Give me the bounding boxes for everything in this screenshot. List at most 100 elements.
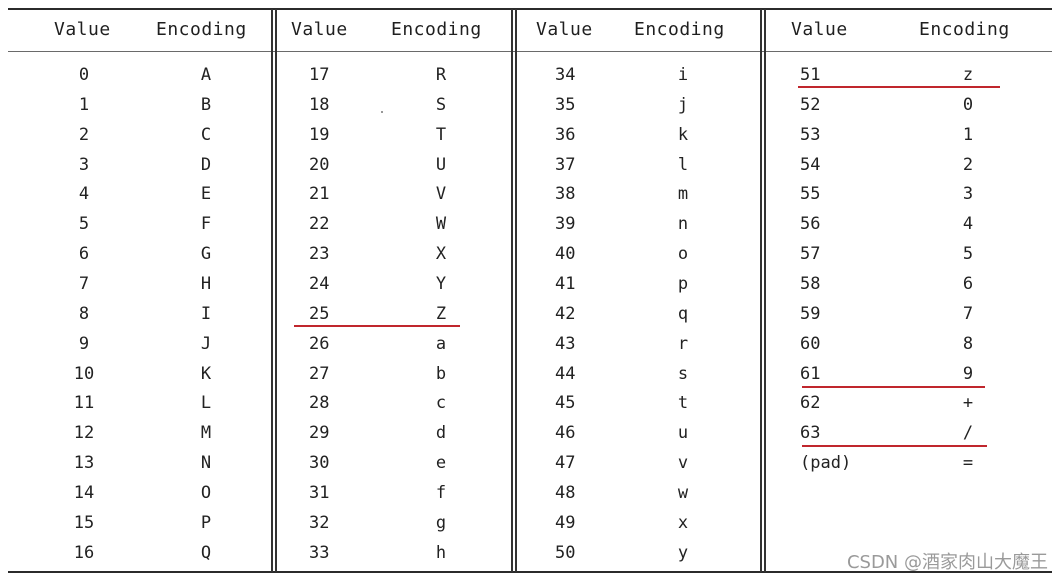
table-row: 50 y: [517, 543, 760, 563]
value-cell: 45: [555, 393, 576, 414]
value-cell: 19: [309, 124, 330, 145]
encoding-cell: T: [435, 124, 447, 145]
value-cell: 33: [309, 542, 330, 563]
value-cell: 17: [309, 65, 330, 85]
value-cell: 41: [555, 274, 576, 294]
table-row: 25 Z: [277, 304, 511, 324]
value-cell: 63: [800, 423, 821, 444]
encoding-cell: l: [677, 154, 689, 175]
encoding-column-header: Encoding: [634, 19, 725, 40]
table-row: 45 t: [517, 393, 760, 413]
value-cell: 56: [800, 214, 821, 235]
encoding-cell: v: [677, 453, 689, 474]
encoding-cell: E: [200, 184, 212, 205]
encoding-cell: =: [962, 453, 974, 474]
table-row: 44 s: [517, 364, 760, 384]
encoding-cell: U: [435, 154, 447, 175]
value-cell: 42: [555, 303, 576, 324]
table-row: 18 S: [277, 95, 511, 115]
value-cell: 47: [555, 453, 576, 474]
value-cell: 31: [309, 482, 330, 503]
table-row: 48 w: [517, 483, 760, 503]
encoding-cell: q: [677, 303, 689, 324]
table-row: 41 p: [517, 274, 760, 294]
value-cell: 59: [800, 303, 821, 324]
table-row: 19 T: [277, 125, 511, 145]
encoding-cell: A: [200, 65, 212, 85]
encoding-cell: +: [962, 393, 974, 414]
encoding-cell: L: [200, 393, 212, 414]
value-cell: 60: [800, 333, 821, 354]
value-cell: 50: [555, 542, 576, 563]
encoding-cell: t: [677, 393, 689, 414]
value-cell: 24: [309, 274, 330, 294]
encoding-cell: r: [677, 333, 689, 354]
value-cell: 7: [78, 274, 90, 294]
encoding-cell: z: [962, 65, 974, 85]
value-cell: 27: [309, 363, 330, 384]
value-cell: 44: [555, 363, 576, 384]
table-row: 39 n: [517, 214, 760, 234]
encoding-cell: D: [200, 154, 212, 175]
encoding-column-header: Encoding: [391, 19, 482, 40]
encoding-cell: g: [435, 512, 447, 533]
encoding-cell: N: [200, 453, 212, 474]
value-cell: 40: [555, 244, 576, 265]
encoding-cell: e: [435, 453, 447, 474]
value-cell: 23: [309, 244, 330, 265]
value-cell: 20: [309, 154, 330, 175]
value-cell: 46: [555, 423, 576, 444]
table-bottom-rule: [8, 571, 1052, 573]
value-cell: 61: [800, 363, 821, 384]
value-cell: 32: [309, 512, 330, 533]
table-group-2: Value Encoding 17 R 18 S 19 T 20 U 21 V 22 W 23 X 24 Y 2…: [277, 10, 511, 571]
table-row: 10 K: [8, 364, 271, 384]
table-row: 23 X: [277, 244, 511, 264]
encoding-cell: k: [677, 124, 689, 145]
table-row: 54 2: [766, 155, 1052, 175]
table-row: 12 M: [8, 423, 271, 443]
lowercase-end-underline: [798, 86, 1000, 88]
value-cell: 39: [555, 214, 576, 235]
value-cell: 35: [555, 94, 576, 115]
encoding-cell: X: [435, 244, 447, 265]
encoding-cell: Q: [200, 542, 212, 563]
encoding-cell: p: [677, 274, 689, 294]
encoding-cell: Z: [435, 303, 447, 324]
table-row: 42 q: [517, 304, 760, 324]
value-cell: 0: [78, 65, 90, 85]
group-end-underline: [294, 325, 460, 327]
encoding-cell: K: [200, 363, 212, 384]
table-row: 52 0: [766, 95, 1052, 115]
encoding-cell: S: [435, 94, 447, 115]
encoding-cell: /: [962, 423, 974, 444]
table-row: 31 f: [277, 483, 511, 503]
table-row: 24 Y: [277, 274, 511, 294]
value-cell: 51: [800, 65, 821, 85]
value-cell: 5: [78, 214, 90, 235]
encoding-cell: i: [677, 65, 689, 85]
table-row: 57 5: [766, 244, 1052, 264]
table-row: 46 u: [517, 423, 760, 443]
encoding-cell: s: [677, 363, 689, 384]
value-cell: 1: [78, 94, 90, 115]
encoding-cell: 1: [962, 124, 974, 145]
value-cell: 49: [555, 512, 576, 533]
table-row: 62 +: [766, 393, 1052, 413]
table-group-4: Value Encoding 51 z 52 0 53 1 54 2 55 3 56 4 57 5 58 6 5…: [766, 10, 1052, 571]
value-cell: 18: [309, 94, 330, 115]
encoding-cell: G: [200, 244, 212, 265]
encoding-cell: P: [200, 512, 212, 533]
table-row: 34 i: [517, 65, 760, 85]
value-cell: 53: [800, 124, 821, 145]
value-cell: 25: [309, 303, 330, 324]
value-cell: 6: [78, 244, 90, 265]
scan-dust-speck: [381, 111, 383, 113]
table-row: 47 v: [517, 453, 760, 473]
